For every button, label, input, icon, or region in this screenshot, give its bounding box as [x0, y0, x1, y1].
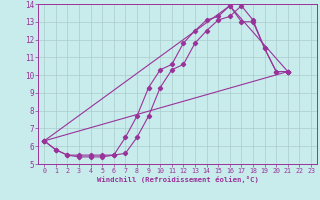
X-axis label: Windchill (Refroidissement éolien,°C): Windchill (Refroidissement éolien,°C) — [97, 176, 259, 183]
